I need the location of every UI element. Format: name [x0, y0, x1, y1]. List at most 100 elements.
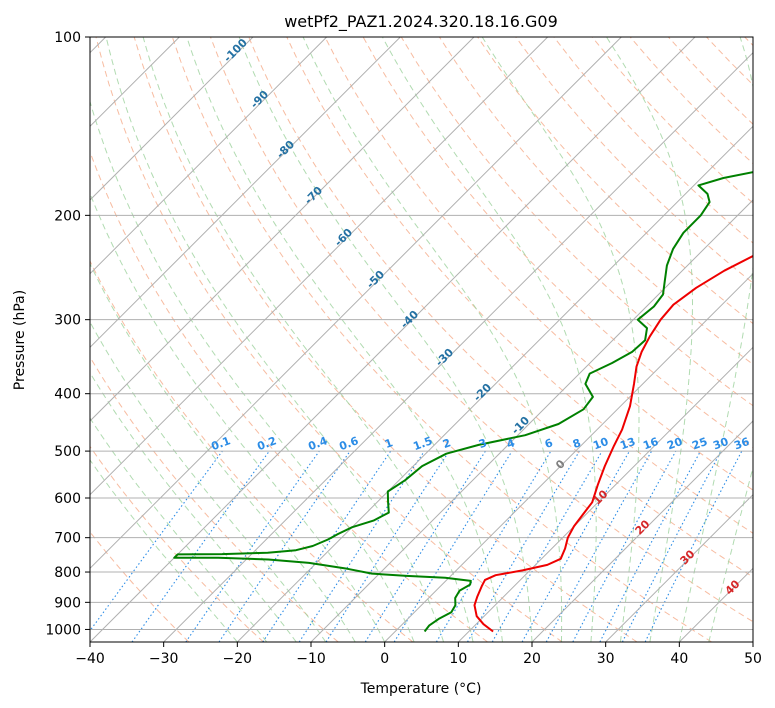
x-axis: −40 −30 −20 −10 0 10 20 30 40 50 — [75, 642, 762, 667]
mixing-ratio-label: 13 — [618, 435, 637, 452]
dry-adiabat — [90, 445, 264, 642]
mixing-ratio-line — [521, 450, 630, 642]
mixing-ratio-line — [131, 450, 270, 642]
x-tick-label: −30 — [149, 651, 179, 667]
mixing-ratio-label: 16 — [641, 435, 660, 453]
mixing-ratio-line — [262, 450, 392, 642]
isotherm — [90, 37, 622, 570]
moist-adiabat — [90, 192, 386, 642]
isotherm — [90, 37, 328, 275]
dry-adiabat — [95, 37, 563, 642]
moist-adiabat — [186, 37, 503, 642]
temperature-profile — [473, 254, 753, 633]
mixing-ratio-label: 2 — [441, 436, 453, 451]
moist-adiabat — [481, 37, 640, 642]
y-tick-label: 900 — [54, 595, 81, 611]
x-tick-label: 30 — [597, 651, 615, 667]
dry-adiabat — [286, 37, 753, 534]
y-tick-label: 500 — [54, 444, 81, 460]
moist-adiabat — [90, 371, 297, 642]
moist-adiabat — [238, 37, 533, 642]
mixing-ratio-line — [185, 450, 320, 642]
y-tick-label: 600 — [54, 491, 81, 507]
x-tick-label: −40 — [75, 651, 105, 667]
x-tick-label: −20 — [223, 651, 253, 667]
isotherm — [605, 493, 753, 642]
y-tick-label: 100 — [54, 30, 81, 46]
dry-adiabat — [171, 37, 712, 642]
isotherm — [90, 37, 254, 201]
dry-adiabat — [133, 37, 638, 642]
isotherm — [384, 272, 753, 642]
isotherm — [90, 37, 401, 349]
isotherm — [531, 420, 753, 642]
moist-adiabat — [105, 37, 445, 642]
x-tick-label: 50 — [744, 651, 762, 667]
moist-adiabat — [606, 37, 693, 642]
dry-adiabat — [248, 37, 753, 578]
moist-adiabat — [90, 262, 356, 642]
y-tick-label: 700 — [54, 531, 81, 547]
y-axis-label: Pressure (hPa) — [12, 290, 28, 390]
x-tick-label: 40 — [670, 651, 688, 667]
y-tick-label: 300 — [54, 313, 81, 329]
chart-title: wetPf2_PAZ1.2024.320.18.16.G09 — [284, 12, 558, 32]
mixing-ratio-line — [90, 450, 223, 632]
moist-adiabat — [302, 37, 563, 642]
mixing-ratio-label: 25 — [690, 435, 709, 452]
mixing-ratio-label: 0.4 — [306, 434, 329, 453]
data-series — [173, 171, 753, 633]
mixing-ratio-label: 4 — [505, 436, 517, 451]
grid — [90, 37, 753, 642]
isotherm — [90, 37, 696, 642]
isotherm — [163, 51, 753, 642]
isotherm — [310, 199, 753, 642]
mixing-ratio-label: 0.6 — [337, 434, 360, 453]
mixing-ratio-line — [218, 450, 351, 642]
dry-adiabat — [324, 37, 753, 491]
y-axis: 100 200 300 400 500 600 700 800 900 1000 — [45, 30, 90, 638]
x-tick-label: 10 — [449, 651, 467, 667]
y-tick-label: 1000 — [45, 622, 81, 638]
mixing-ratio-label: 1.5 — [411, 434, 434, 453]
y-tick-label: 800 — [54, 565, 81, 581]
moist-adiabat — [381, 37, 597, 642]
mixing-ratio-line — [325, 450, 450, 642]
mixing-ratio-label: 10 — [591, 435, 610, 453]
dry-adiabat — [210, 37, 753, 623]
x-tick-label: 20 — [523, 651, 541, 667]
moist-adiabat — [708, 465, 753, 642]
mixing-ratio-label: 36 — [732, 435, 751, 453]
dry-adiabat — [515, 37, 753, 284]
moist-adiabat — [90, 321, 327, 642]
y-tick-label: 200 — [54, 208, 81, 224]
x-tick-label: −10 — [296, 651, 326, 667]
mixing-ratio-label: 8 — [571, 436, 583, 451]
moist-adiabat — [678, 37, 753, 642]
isotherm — [90, 37, 549, 496]
mixing-ratio-line — [572, 450, 677, 642]
isotherm — [457, 346, 753, 642]
mixing-ratio-label: 0.2 — [255, 434, 278, 453]
isotherm — [236, 125, 753, 642]
mixing-ratio-label: 20 — [665, 435, 684, 453]
mixing-ratio-label: 3 — [477, 436, 489, 451]
dry-adiabat — [90, 259, 414, 642]
mixing-ratio-line — [644, 450, 743, 642]
mixing-ratio-label: 30 — [711, 435, 730, 453]
dewpoint-profile — [173, 171, 753, 633]
moist-adiabat — [90, 417, 268, 642]
isotherm — [90, 37, 475, 422]
mixing-ratio-line — [298, 450, 425, 642]
mixing-ratio-line — [393, 450, 513, 642]
y-tick-label: 400 — [54, 387, 81, 403]
mixing-ratio-line — [545, 450, 653, 642]
mixing-ratio-label: 0.1 — [209, 434, 232, 453]
moist-adiabat — [142, 37, 474, 642]
plot-frame — [89, 36, 754, 643]
x-axis-label: Temperature (°C) — [360, 681, 482, 697]
dry-adiabat — [90, 356, 339, 642]
moist-adiabat — [90, 459, 238, 642]
mixing-ratio-label: 6 — [543, 436, 555, 451]
